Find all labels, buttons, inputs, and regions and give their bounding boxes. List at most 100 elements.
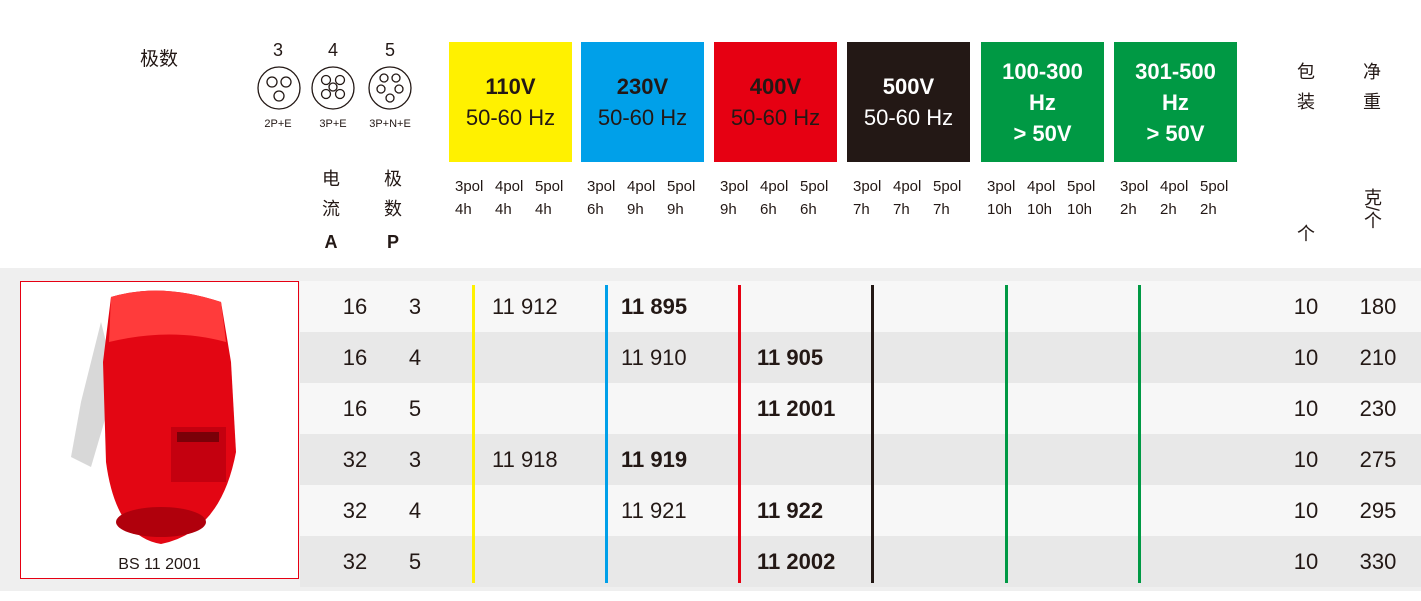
pol-hours: 10h bbox=[987, 201, 1013, 218]
voltage-line: > 50V bbox=[1146, 120, 1205, 146]
table-cell: 11 905 bbox=[757, 345, 824, 370]
pol-hours: 6h bbox=[760, 201, 777, 218]
pole-number: 4 bbox=[327, 40, 339, 60]
column-divider bbox=[472, 285, 475, 583]
table-cell: 11 2001 bbox=[757, 396, 836, 421]
pol-label: 4pol bbox=[1027, 178, 1056, 195]
header-char: 重 bbox=[1363, 92, 1381, 112]
table-cell: 11 919 bbox=[621, 447, 688, 472]
pol-hours: 6h bbox=[587, 201, 604, 218]
table-cell: 3 bbox=[408, 294, 422, 319]
voltage-line: 110V bbox=[485, 74, 536, 99]
table-cell: 16 bbox=[342, 294, 368, 319]
table-cell: 16 bbox=[342, 396, 368, 421]
table-cell: 210 bbox=[1359, 345, 1397, 370]
voltage-box: 110V 50-60 Hz bbox=[449, 42, 572, 162]
pol-label: 3pol bbox=[987, 178, 1016, 195]
pole-code: 3P+E bbox=[319, 118, 347, 130]
header-char: 装 bbox=[1297, 92, 1315, 112]
pol-hours: 10h bbox=[1027, 201, 1053, 218]
voltage-line: 400V bbox=[749, 74, 802, 99]
voltage-box: 230V 50-60 Hz bbox=[581, 42, 704, 162]
table-row bbox=[300, 536, 1421, 587]
table-cell: 4 bbox=[408, 345, 422, 370]
pol-hours: 10h bbox=[1067, 201, 1093, 218]
pole-code: 2P+E bbox=[264, 118, 292, 130]
table-cell: 10 bbox=[1293, 447, 1319, 472]
table-cell: 32 bbox=[342, 447, 368, 472]
pol-label: 4pol bbox=[893, 178, 922, 195]
header-unit: 克/个 bbox=[1362, 188, 1382, 230]
pol-label: 3pol bbox=[853, 178, 882, 195]
pole-code: 3P+N+E bbox=[369, 118, 411, 130]
column-divider bbox=[1005, 285, 1008, 583]
voltage-box: 301-500 Hz > 50V bbox=[1114, 42, 1237, 162]
pol-label: 5pol bbox=[535, 178, 564, 195]
table-cell: 230 bbox=[1359, 396, 1397, 421]
pol-label: 5pol bbox=[800, 178, 829, 195]
voltage-line: 301-500 bbox=[1135, 58, 1216, 84]
table-row bbox=[300, 281, 1421, 332]
header-unit: 个 bbox=[1297, 224, 1315, 244]
pole-number: 5 bbox=[384, 40, 396, 60]
column-divider bbox=[605, 285, 608, 583]
table-row bbox=[300, 383, 1421, 434]
pol-label: 4pol bbox=[627, 178, 656, 195]
pol-label: 4pol bbox=[760, 178, 789, 195]
pol-label: 4pol bbox=[1160, 178, 1189, 195]
pol-hours: 9h bbox=[627, 201, 644, 218]
column-divider bbox=[871, 285, 874, 583]
pol-hours: 2h bbox=[1120, 201, 1137, 218]
table-cell: 330 bbox=[1359, 549, 1397, 574]
product-caption: BS 11 2001 bbox=[118, 556, 201, 573]
pol-hours: 6h bbox=[800, 201, 817, 218]
voltage-line: 50-60 Hz bbox=[863, 105, 954, 130]
header-unit: A bbox=[324, 232, 338, 252]
table-cell: 11 922 bbox=[757, 498, 824, 523]
column-divider bbox=[1138, 285, 1141, 583]
pol-hours: 9h bbox=[720, 201, 737, 218]
pol-hours: 4h bbox=[495, 201, 512, 218]
table-cell: 5 bbox=[408, 549, 422, 574]
table-cell: 3 bbox=[408, 447, 422, 472]
pol-label: 3pol bbox=[455, 178, 484, 195]
pol-label: 5pol bbox=[1200, 178, 1229, 195]
table-cell: 11 912 bbox=[492, 294, 558, 319]
column-divider bbox=[738, 285, 741, 583]
pol-label: 3pol bbox=[1120, 178, 1149, 195]
pol-hours: 7h bbox=[853, 201, 870, 218]
pole-number: 3 bbox=[272, 40, 284, 60]
table-cell: 11 918 bbox=[492, 447, 558, 472]
header-char: 极 bbox=[384, 169, 402, 189]
voltage-line: Hz bbox=[1029, 89, 1056, 115]
pol-label: 5pol bbox=[933, 178, 962, 195]
voltage-box: 400V 50-60 Hz bbox=[714, 42, 837, 162]
pol-hours: 9h bbox=[667, 201, 684, 218]
product-frame: BS 11 2001 bbox=[20, 281, 299, 579]
product-image bbox=[71, 290, 236, 544]
pol-hours: 2h bbox=[1200, 201, 1217, 218]
voltage-line: 500V bbox=[882, 74, 935, 99]
table-cell: 16 bbox=[342, 345, 368, 370]
pol-label: 4pol bbox=[495, 178, 524, 195]
pol-label: 3pol bbox=[720, 178, 749, 195]
table-cell: 4 bbox=[408, 498, 422, 523]
pol-hours: 2h bbox=[1160, 201, 1177, 218]
table-row bbox=[300, 485, 1421, 536]
pol-hours: 4h bbox=[535, 201, 552, 218]
table-cell: 295 bbox=[1359, 498, 1397, 523]
voltage-line: > 50V bbox=[1013, 120, 1072, 146]
header-unit: P bbox=[386, 232, 400, 252]
voltage-line: 50-60 Hz bbox=[730, 105, 821, 130]
header-char: 包 bbox=[1297, 62, 1315, 82]
voltage-line: 50-60 Hz bbox=[597, 105, 688, 130]
table-cell: 5 bbox=[408, 396, 422, 421]
table-cell: 11 895 bbox=[621, 294, 688, 319]
pole-icons bbox=[257, 66, 412, 110]
pol-label: 3pol bbox=[587, 178, 616, 195]
table-cell: 10 bbox=[1293, 396, 1319, 421]
pole-label: 极数 bbox=[140, 49, 179, 70]
pol-label: 5pol bbox=[1067, 178, 1096, 195]
table-cell: 10 bbox=[1293, 549, 1319, 574]
